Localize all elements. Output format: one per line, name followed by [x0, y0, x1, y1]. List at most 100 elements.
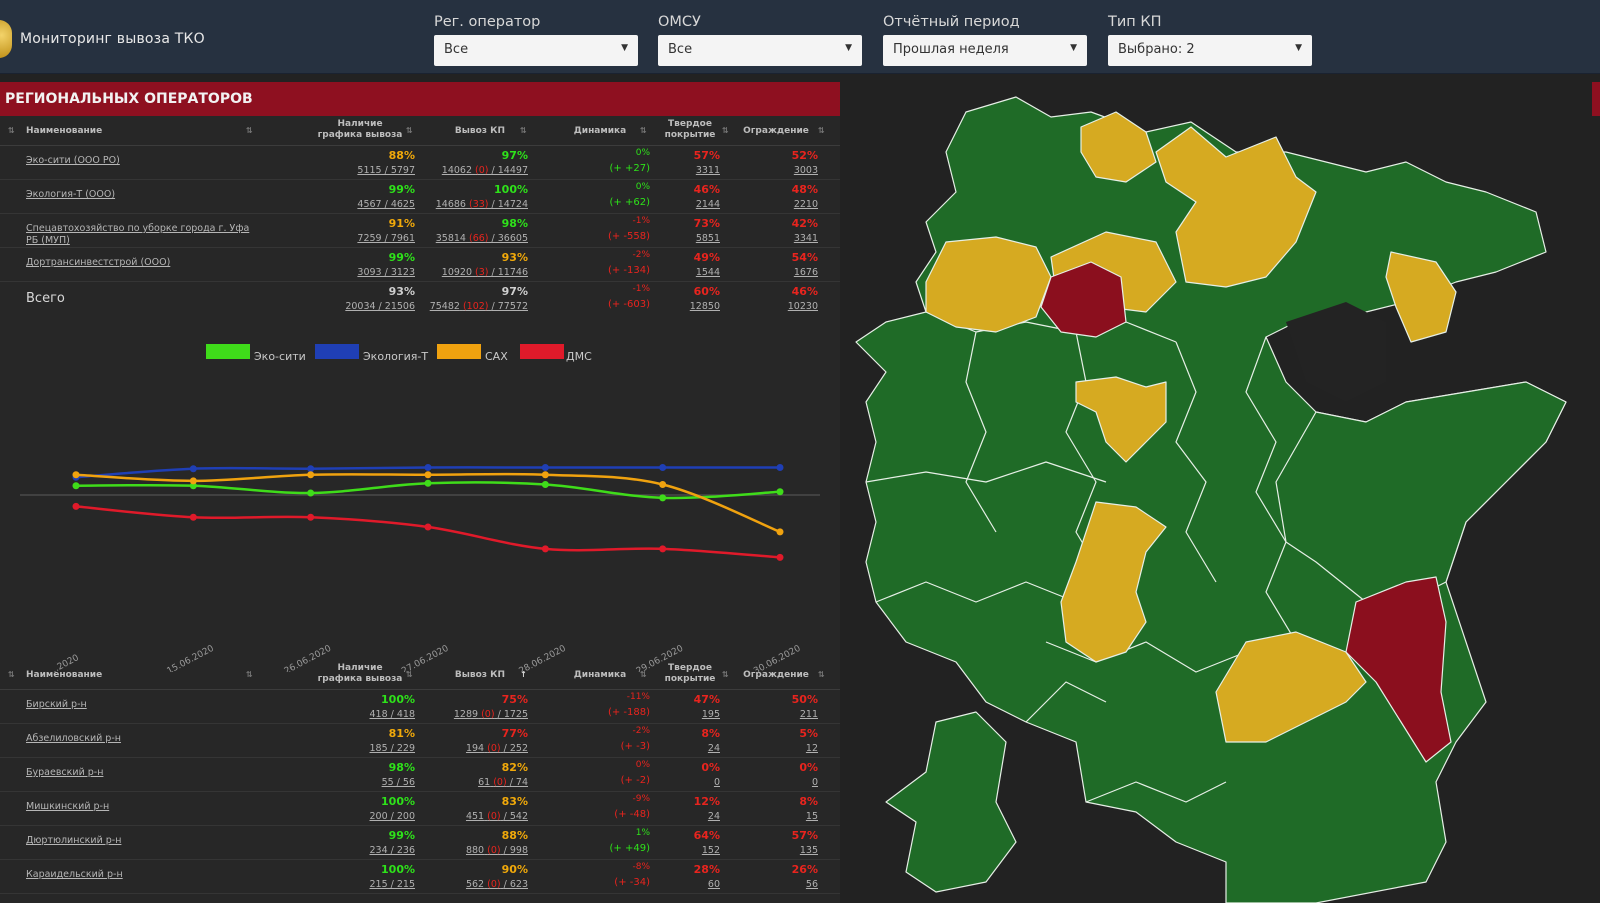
row-name-link[interactable]: Караидельский р-н	[26, 869, 123, 880]
col-surface[interactable]: Твердое покрытие	[650, 663, 730, 685]
legend-swatch-sah[interactable]	[437, 344, 481, 359]
period-select[interactable]: Прошлая неделя ▼	[883, 35, 1087, 66]
data-point-1-5[interactable]	[659, 464, 667, 471]
sort-icon[interactable]: ⇅	[406, 670, 413, 679]
removal-sub[interactable]: 14686 (33) / 14724	[436, 199, 528, 210]
map-region-warning-3[interactable]	[925, 236, 1052, 333]
row-name-link[interactable]: Дюртюлинский р-н	[26, 835, 122, 846]
col-schedule[interactable]: Наличие графика вывоза	[300, 663, 420, 685]
row-name-link[interactable]: Бирский р-н	[26, 699, 87, 710]
data-point-1-2[interactable]	[307, 465, 315, 473]
map-region-southwest[interactable]	[885, 711, 1017, 893]
row-name-link[interactable]: Дортрансинвестстрой (ООО)	[26, 257, 171, 268]
data-point-1-6[interactable]	[776, 464, 784, 471]
removal-sub[interactable]: 35814 (66) / 36605	[436, 233, 528, 244]
sort-icon[interactable]: ⇅	[722, 670, 729, 679]
table-row[interactable]: Дюртюлинский р-н 99% 234 / 236 88% 880 (0) /…	[0, 826, 840, 860]
fence-sub[interactable]: 135	[799, 845, 818, 856]
col-removal[interactable]: Вывоз КП	[454, 126, 506, 136]
map-region-warning-7[interactable]	[1060, 501, 1167, 663]
fence-sub[interactable]: 1676	[793, 267, 818, 278]
col-dynamics[interactable]: Динамика	[573, 670, 627, 680]
schedule-sub[interactable]: 234 / 236	[369, 845, 415, 856]
surface-sub[interactable]: 24	[707, 811, 720, 822]
table-row[interactable]: Эко-сити (ООО РО) 88% 5115 / 5797 97% 14062 …	[0, 146, 840, 180]
fence-sub[interactable]: 56	[805, 879, 818, 890]
legend-swatch-dms[interactable]	[520, 344, 564, 359]
sort-icon[interactable]: ⇅	[246, 670, 253, 679]
schedule-sub[interactable]: 200 / 200	[369, 811, 415, 822]
surface-sub[interactable]: 3311	[695, 165, 720, 176]
sort-icon[interactable]: ⇅	[722, 126, 729, 135]
legend-label-sah[interactable]: САХ	[485, 350, 508, 363]
removal-sub[interactable]: 10920 (3) / 11746	[442, 267, 528, 278]
data-point-3-0[interactable]	[72, 502, 80, 510]
table-row[interactable]: Бирский р-н 100% 418 / 418 75% 1289 (0) / 17…	[0, 690, 840, 724]
data-point-0-3[interactable]	[424, 479, 432, 487]
fence-sub[interactable]: 12	[805, 743, 818, 754]
col-fence[interactable]: Ограждение	[743, 126, 809, 136]
map-region-warning-2[interactable]	[1155, 126, 1317, 288]
col-name[interactable]: Наименование	[26, 126, 103, 136]
row-name-link[interactable]: Абзелиловский р-н	[26, 733, 121, 744]
col-name[interactable]: Наименование	[26, 670, 103, 680]
sort-asc-icon[interactable]: ↑	[520, 670, 527, 679]
schedule-sub[interactable]: 215 / 215	[369, 879, 415, 890]
table-row[interactable]: Мишкинский р-н 100% 200 / 200 83% 451 (0) / …	[0, 792, 840, 826]
surface-sub[interactable]: 60	[707, 879, 720, 890]
schedule-sub[interactable]: 5115 / 5797	[357, 165, 415, 176]
reg-operator-select[interactable]: Все ▼	[434, 35, 638, 66]
data-point-2-5[interactable]	[659, 481, 667, 488]
data-point-3-6[interactable]	[776, 553, 784, 561]
data-point-3-3[interactable]	[424, 523, 432, 531]
removal-sub[interactable]: 14062 (0) / 14497	[442, 165, 528, 176]
fence-sub[interactable]: 2210	[793, 199, 818, 210]
removal-sub[interactable]: 451 (0) / 542	[466, 811, 528, 822]
surface-sub[interactable]: 5851	[695, 233, 720, 244]
data-point-3-5[interactable]	[659, 545, 667, 553]
data-point-2-4[interactable]	[541, 471, 549, 479]
removal-sub[interactable]: 880 (0) / 998	[466, 845, 528, 856]
table-row[interactable]: Абзелиловский р-н 81% 185 / 229 77% 194 (0) …	[0, 724, 840, 758]
data-point-1-4[interactable]	[541, 464, 549, 471]
data-point-2-0[interactable]	[72, 471, 80, 479]
surface-sub[interactable]: 0	[713, 777, 720, 788]
surface-sub[interactable]: 2144	[695, 199, 720, 210]
series-line-3[interactable]	[75, 505, 781, 559]
removal-sub[interactable]: 1289 (0) / 1725	[454, 709, 528, 720]
legend-swatch-ecology-t[interactable]	[315, 344, 359, 359]
sort-icon[interactable]: ⇅	[406, 126, 413, 135]
fence-sub[interactable]: 3003	[793, 165, 818, 176]
schedule-sub[interactable]: 7259 / 7961	[357, 233, 415, 244]
data-point-3-1[interactable]	[189, 513, 197, 521]
col-dynamics[interactable]: Динамика	[573, 126, 627, 136]
removal-sub[interactable]: 61 (0) / 74	[478, 777, 528, 788]
data-point-1-1[interactable]	[189, 465, 197, 473]
legend-label-eco-city[interactable]: Эко-сити	[254, 350, 306, 363]
col-fence[interactable]: Ограждение	[743, 670, 809, 680]
surface-sub[interactable]: 195	[701, 709, 720, 720]
fence-sub[interactable]: 211	[799, 709, 818, 720]
map-region-warning-1[interactable]	[1080, 111, 1157, 183]
table-row[interactable]: Спецавтохозяйство по уборке города г. Уф…	[0, 214, 840, 248]
surface-sub[interactable]: 152	[701, 845, 720, 856]
fence-sub[interactable]: 3341	[793, 233, 818, 244]
row-name-link[interactable]: Бураевский р-н	[26, 767, 104, 778]
table-row[interactable]: Бураевский р-н 98% 55 / 56 82% 61 (0) / 74 0%…	[0, 758, 840, 792]
map-region-warning-8[interactable]	[1215, 631, 1367, 743]
data-point-0-0[interactable]	[72, 482, 80, 490]
removal-sub[interactable]: 562 (0) / 623	[466, 879, 528, 890]
col-removal[interactable]: Вывоз КП	[454, 670, 506, 680]
data-point-0-5[interactable]	[659, 494, 667, 502]
data-point-3-2[interactable]	[307, 513, 315, 521]
sort-icon[interactable]: ⇅	[520, 126, 527, 135]
schedule-sub[interactable]: 3093 / 3123	[357, 267, 415, 278]
surface-sub[interactable]: 24	[707, 743, 720, 754]
legend-label-ecology-t[interactable]: Экология-Т	[363, 350, 429, 363]
schedule-sub[interactable]: 55 / 56	[381, 777, 415, 788]
data-point-0-4[interactable]	[541, 481, 549, 488]
sort-icon[interactable]: ⇅	[8, 670, 15, 679]
table-row[interactable]: Караидельский р-н 100% 215 / 215 90% 562 (0)…	[0, 860, 840, 894]
data-point-0-2[interactable]	[307, 489, 315, 497]
table-row[interactable]: Дортрансинвестстрой (ООО) 99% 3093 / 3123 9…	[0, 248, 840, 282]
